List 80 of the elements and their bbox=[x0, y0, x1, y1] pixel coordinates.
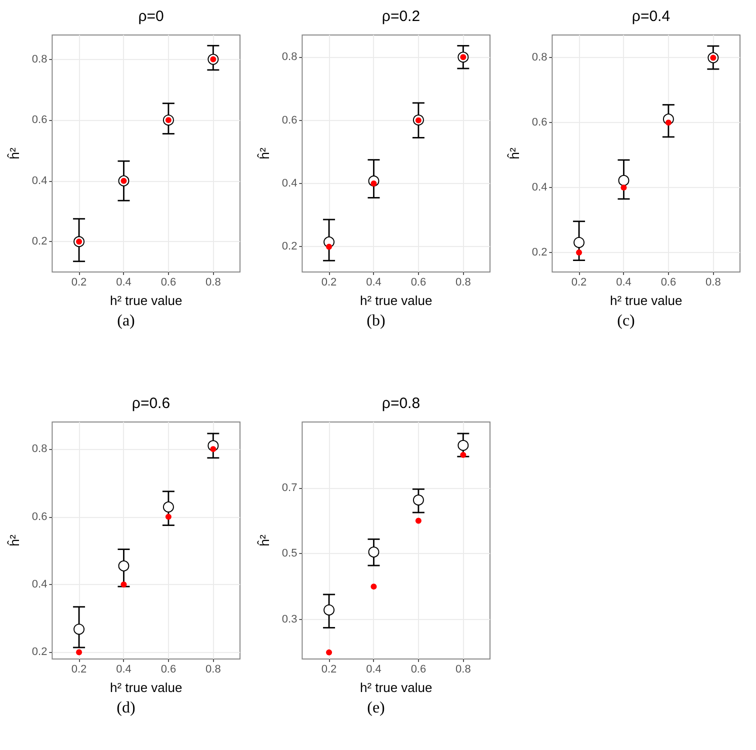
x-tick-label: 0.2 bbox=[321, 664, 337, 676]
x-tick-label: 0.8 bbox=[456, 276, 471, 288]
x-tick-label: 0.6 bbox=[410, 276, 426, 288]
point bbox=[370, 584, 377, 590]
point bbox=[460, 452, 466, 458]
chart-title: ρ=0.6 bbox=[132, 395, 170, 412]
y-tick-label: 0.5 bbox=[282, 548, 298, 560]
text: (e) bbox=[367, 700, 385, 716]
chart-title: ρ=0.2 bbox=[382, 8, 420, 25]
point bbox=[368, 546, 380, 558]
x-axis-title: h² true value bbox=[360, 680, 432, 695]
x-tick-label: 0.6 bbox=[410, 664, 426, 676]
point bbox=[574, 236, 585, 248]
point bbox=[618, 174, 630, 186]
y-tick-label: 0.7 bbox=[282, 482, 298, 494]
y-tick-label: 0.6 bbox=[532, 116, 548, 129]
y-tick-label: 0.2 bbox=[32, 236, 48, 248]
x-tick-label: 0.2 bbox=[71, 664, 87, 676]
y-tick-label: 0.8 bbox=[32, 443, 48, 456]
text: (b) bbox=[366, 312, 386, 330]
x-tick-label: 0.8 bbox=[706, 276, 721, 288]
y-tick-label: 0.2 bbox=[282, 240, 298, 253]
y-tick-label: 0.2 bbox=[32, 646, 48, 658]
x-tick-label: 0.4 bbox=[116, 664, 132, 676]
x-tick-label: 0.4 bbox=[116, 276, 132, 288]
text: (c) bbox=[617, 312, 635, 330]
y-tick-label: 0.4 bbox=[532, 182, 548, 194]
y-tick-label: 0.4 bbox=[282, 178, 298, 190]
x-tick-label: 0.8 bbox=[206, 664, 221, 676]
point bbox=[324, 604, 335, 616]
x-tick-label: 0.8 bbox=[206, 276, 221, 288]
x-tick-label: 0.2 bbox=[321, 276, 337, 288]
y-tick-label: 0.8 bbox=[32, 53, 48, 66]
point bbox=[76, 649, 82, 656]
x-tick-label: 0.6 bbox=[160, 664, 176, 676]
y-tick-label: 0.4 bbox=[32, 578, 48, 591]
text: (a) bbox=[117, 312, 135, 330]
chart-title: ρ=0 bbox=[138, 8, 164, 25]
x-tick-label: 0.2 bbox=[71, 276, 87, 288]
chart-title: ρ=0.8 bbox=[382, 395, 420, 412]
point bbox=[665, 120, 672, 126]
point bbox=[165, 514, 172, 520]
point bbox=[412, 494, 424, 506]
x-axis-title: h² true value bbox=[610, 293, 682, 308]
chart-title: ρ=0.4 bbox=[632, 8, 670, 25]
point bbox=[74, 624, 85, 635]
y-axis-title: ĥ² bbox=[257, 147, 272, 160]
x-tick-label: 0.6 bbox=[660, 276, 676, 288]
y-tick-label: 0.6 bbox=[32, 510, 48, 523]
y-tick-label: 0.8 bbox=[282, 51, 298, 64]
point bbox=[162, 501, 174, 512]
x-axis-title: h² true value bbox=[110, 680, 182, 695]
y-axis-title: ĥ² bbox=[507, 147, 522, 160]
x-tick-label: 0.6 bbox=[160, 276, 176, 288]
y-tick-label: 0.4 bbox=[32, 174, 48, 187]
point bbox=[620, 184, 627, 191]
point bbox=[326, 649, 332, 656]
y-axis-title: ĥ² bbox=[7, 147, 22, 160]
point bbox=[210, 446, 216, 452]
point bbox=[576, 250, 582, 256]
x-axis-title: h² true value bbox=[110, 293, 182, 308]
x-axis-title: h² true value bbox=[360, 293, 432, 308]
x-tick-label: 0.4 bbox=[366, 276, 382, 288]
y-tick-label: 0.8 bbox=[532, 52, 548, 64]
y-tick-label: 0.6 bbox=[282, 114, 298, 126]
point bbox=[415, 518, 422, 524]
point bbox=[120, 582, 127, 588]
y-tick-label: 0.3 bbox=[282, 614, 298, 626]
x-tick-label: 0.4 bbox=[616, 276, 632, 288]
text: (d) bbox=[116, 700, 136, 716]
x-tick-label: 0.4 bbox=[366, 664, 382, 676]
x-tick-label: 0.8 bbox=[456, 664, 471, 676]
y-tick-label: 0.6 bbox=[32, 114, 48, 126]
point bbox=[118, 560, 130, 572]
x-tick-label: 0.2 bbox=[571, 276, 587, 288]
y-tick-label: 0.2 bbox=[532, 246, 548, 259]
point bbox=[458, 440, 469, 451]
y-axis-title: ĥ² bbox=[7, 534, 22, 546]
y-axis-title: ĥ² bbox=[257, 534, 272, 546]
point bbox=[326, 244, 332, 250]
